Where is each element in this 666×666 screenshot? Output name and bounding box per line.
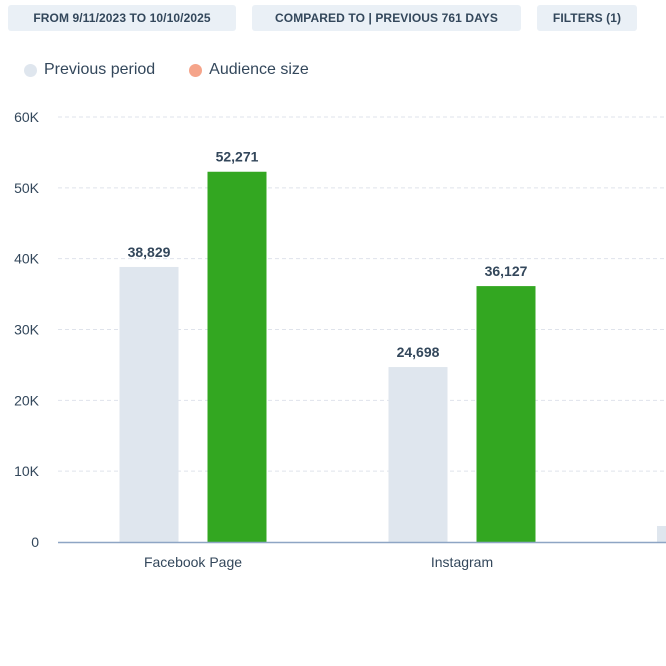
legend-swatch-previous-period [24, 63, 37, 77]
legend-label-audience-size: Audience size [209, 61, 309, 78]
filters-button[interactable]: FILTERS (1) [537, 5, 637, 31]
legend-swatch-audience-size [189, 63, 203, 77]
legend-item-audience-size[interactable]: Audience size [189, 61, 309, 79]
bar-previous-period [657, 526, 666, 542]
y-tick-label: 20K [14, 392, 40, 408]
data-label: 38,829 [128, 244, 171, 260]
data-label: 24,698 [397, 344, 440, 360]
y-tick-label: 30K [14, 322, 40, 338]
bar-previous-period [388, 367, 448, 542]
filter-toolbar: FROM 9/11/2023 TO 10/10/2025 COMPARED TO… [8, 5, 666, 31]
bar-audience-size [476, 286, 536, 542]
x-category-label: Facebook Page [144, 554, 242, 570]
comparison-period-button[interactable]: COMPARED TO | PREVIOUS 761 DAYS [252, 5, 521, 31]
y-tick-label: 60K [14, 109, 40, 125]
legend-item-previous-period[interactable]: Previous period [24, 61, 155, 79]
y-tick-label: 10K [14, 463, 40, 479]
data-label: 36,127 [485, 263, 528, 279]
legend-label-previous-period: Previous period [44, 61, 156, 78]
chart-legend: Previous period Audience size [24, 59, 343, 81]
x-category-label: Instagram [431, 554, 493, 570]
y-tick-label: 50K [14, 180, 40, 196]
date-range-button[interactable]: FROM 9/11/2023 TO 10/10/2025 [8, 5, 236, 31]
bar-previous-period [119, 266, 179, 542]
y-tick-label: 40K [14, 251, 40, 267]
bar-audience-size [207, 171, 267, 543]
y-tick-label: 0 [31, 534, 39, 550]
data-label: 52,271 [216, 149, 259, 165]
